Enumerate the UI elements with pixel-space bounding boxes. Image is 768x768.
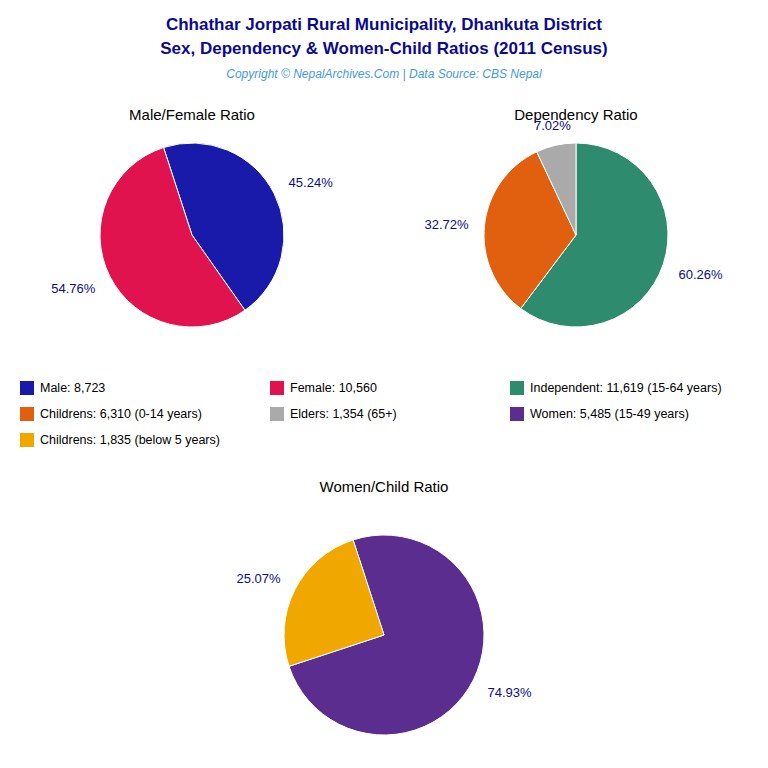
pie-slice bbox=[537, 143, 576, 235]
subtitle: Sex, Dependency & Women-Child Ratios (20… bbox=[160, 39, 607, 58]
legend-label: Elders: 1,354 (65+) bbox=[290, 407, 397, 421]
pie-slice bbox=[284, 540, 384, 666]
pie-chart: Women/Child Ratio 74.93% 25.07% bbox=[236, 478, 532, 735]
legend-swatch bbox=[510, 407, 524, 421]
legend-label: Independent: 11,619 (15-64 years) bbox=[530, 381, 722, 395]
copyright: Copyright © NepalArchives.Com | Data Sou… bbox=[226, 67, 542, 81]
data-label: 60.26% bbox=[678, 267, 723, 282]
title: Chhathar Jorpati Rural Municipality, Dha… bbox=[166, 15, 602, 34]
data-label: 74.93% bbox=[487, 685, 532, 700]
legend-label: Childrens: 1,835 (below 5 years) bbox=[40, 433, 220, 447]
data-label: 7.02% bbox=[534, 118, 571, 133]
legend-swatch bbox=[270, 407, 284, 421]
pie-chart: Dependency Ratio 60.26% 32.72% 7.02% bbox=[424, 106, 723, 327]
data-label: 25.07% bbox=[236, 571, 281, 586]
figure: Chhathar Jorpati Rural Municipality, Dha… bbox=[0, 0, 768, 768]
legend-swatch bbox=[270, 381, 284, 395]
legend-label: Female: 10,560 bbox=[290, 381, 377, 395]
data-label: 32.72% bbox=[424, 217, 469, 232]
background bbox=[0, 0, 768, 768]
legend: Male: 8,723 Female: 10,560 Independent: 11… bbox=[20, 381, 722, 447]
legend-swatch bbox=[20, 407, 34, 421]
chart-title: Male/Female Ratio bbox=[129, 106, 255, 123]
legend-swatch bbox=[20, 433, 34, 447]
legend-label: Childrens: 6,310 (0-14 years) bbox=[40, 407, 202, 421]
data-label: 45.24% bbox=[289, 175, 334, 190]
pie-slice bbox=[100, 148, 245, 327]
pie-chart: Male/Female Ratio 45.24% 54.76% bbox=[51, 106, 333, 327]
legend-label: Male: 8,723 bbox=[40, 381, 105, 395]
data-label: 54.76% bbox=[51, 281, 96, 296]
legend-label: Women: 5,485 (15-49 years) bbox=[530, 407, 689, 421]
chart-title: Women/Child Ratio bbox=[320, 478, 449, 495]
legend-swatch bbox=[20, 381, 34, 395]
legend-swatch bbox=[510, 381, 524, 395]
chart-title: Dependency Ratio bbox=[514, 106, 637, 123]
